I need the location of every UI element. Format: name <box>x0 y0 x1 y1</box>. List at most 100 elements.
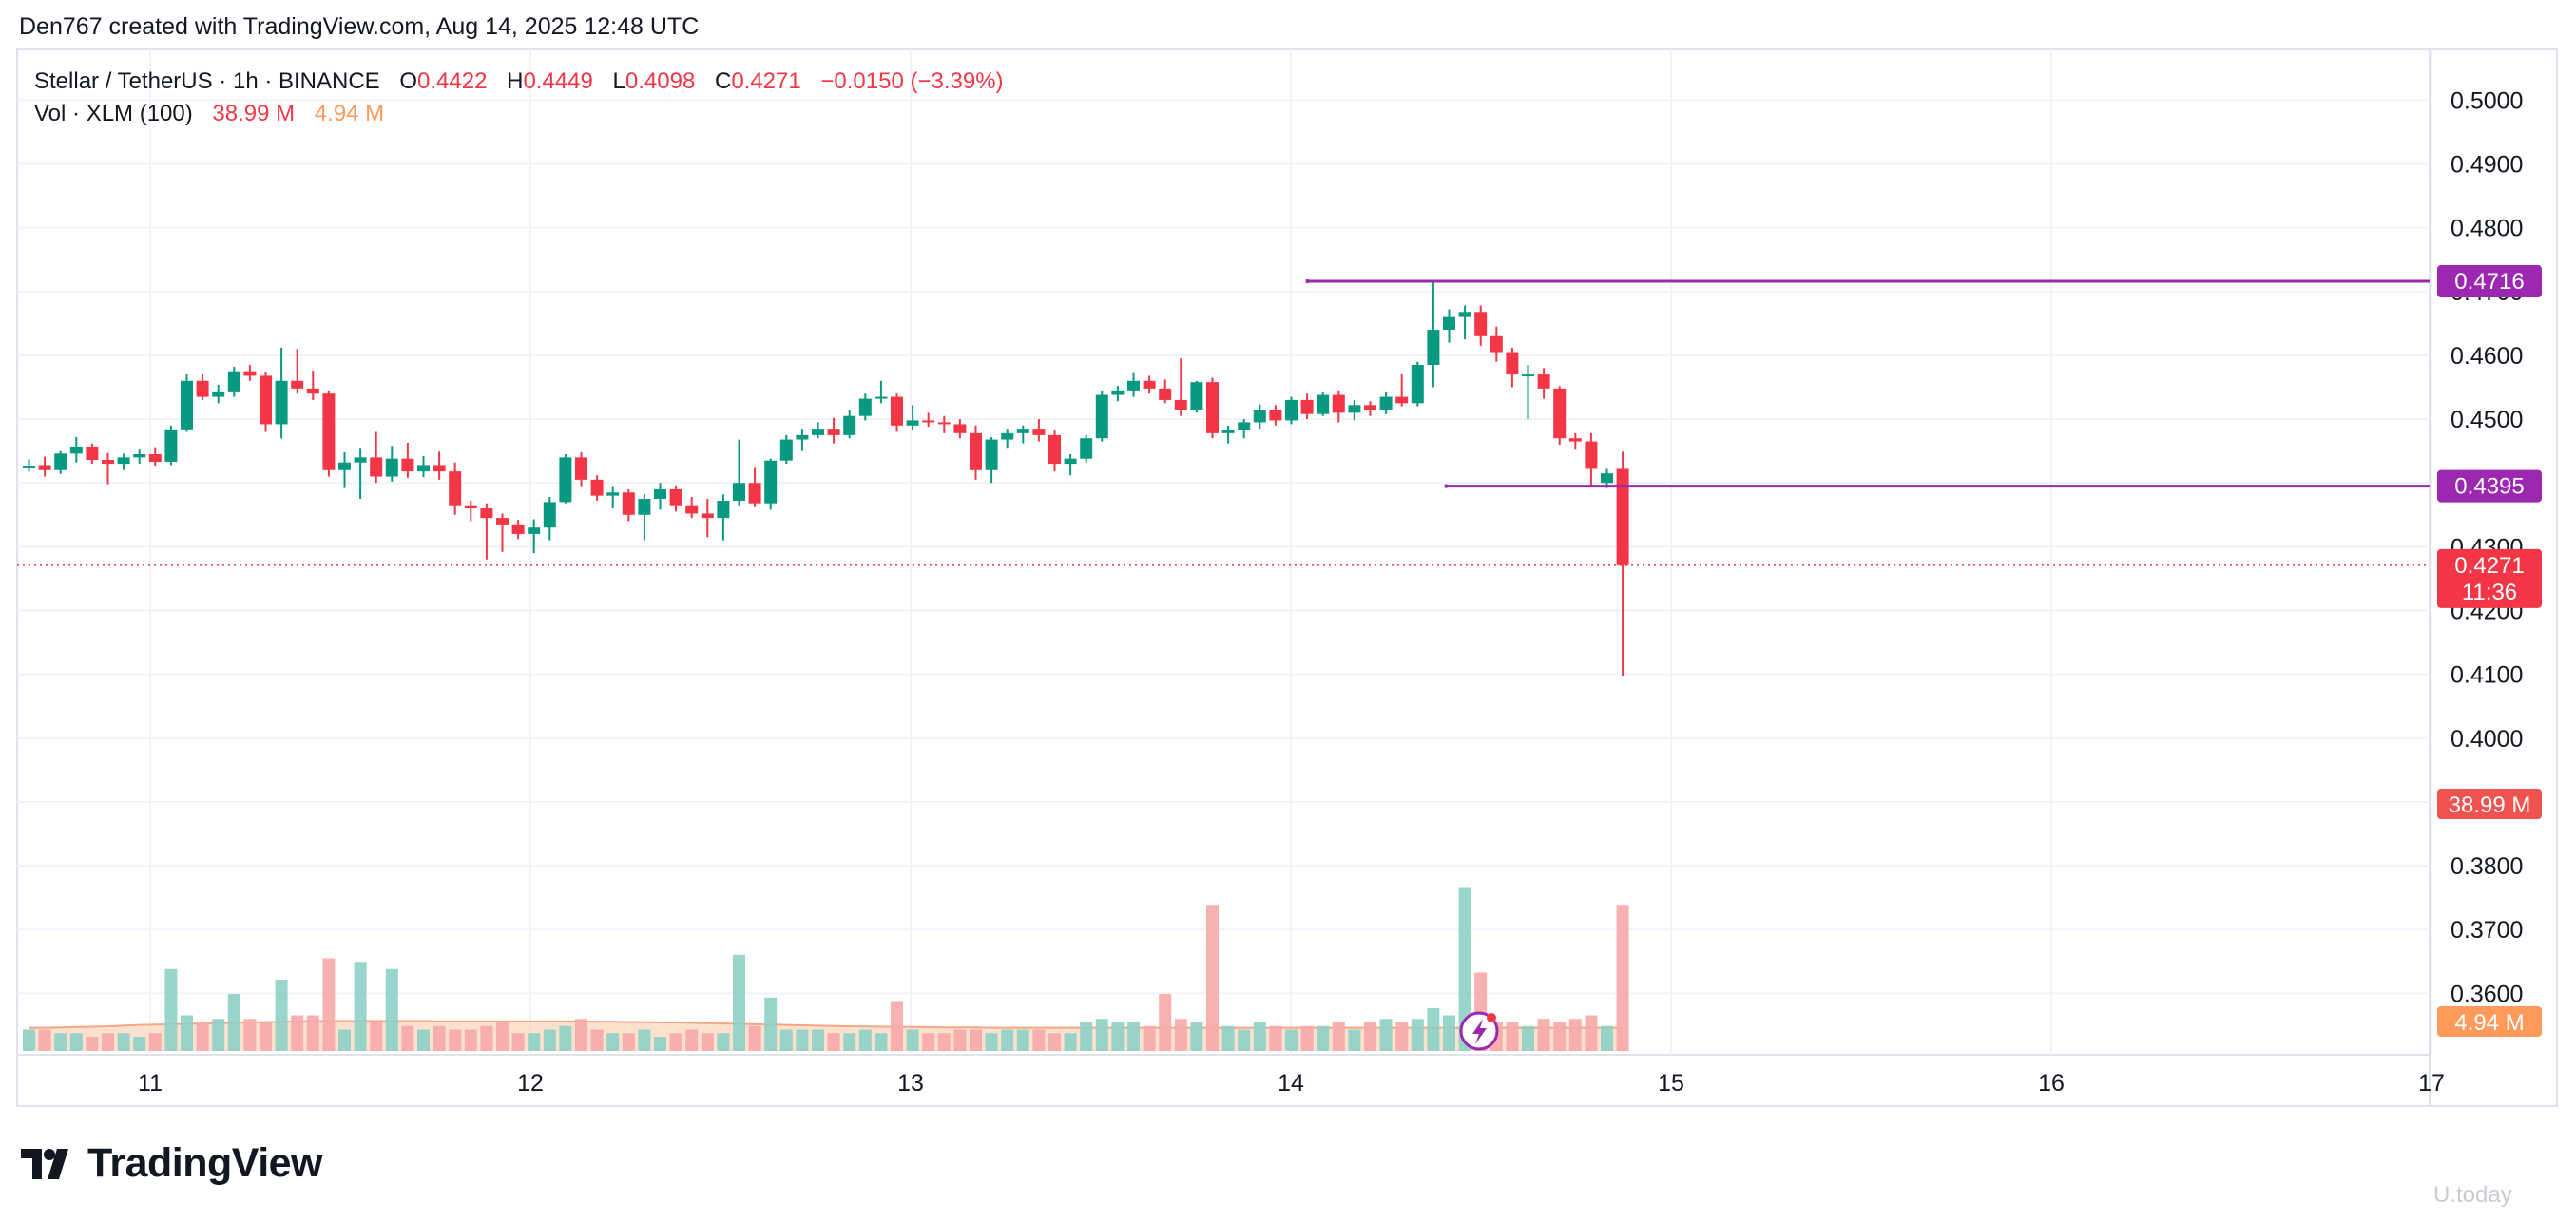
candle[interactable] <box>937 415 951 433</box>
candle[interactable] <box>1585 432 1598 487</box>
candle[interactable] <box>196 374 209 400</box>
candle[interactable] <box>970 425 982 480</box>
candle[interactable] <box>291 349 304 394</box>
candle[interactable] <box>306 371 319 400</box>
candle[interactable] <box>1001 429 1014 449</box>
candle[interactable] <box>243 365 257 381</box>
candle[interactable] <box>891 393 903 432</box>
candle[interactable] <box>638 494 651 541</box>
candle[interactable] <box>748 467 761 507</box>
candle[interactable] <box>1411 361 1424 407</box>
candle[interactable] <box>480 503 493 560</box>
candle[interactable] <box>875 380 888 404</box>
candle[interactable] <box>1568 432 1582 450</box>
candle[interactable] <box>1317 391 1330 416</box>
candle[interactable] <box>1364 401 1376 416</box>
candle[interactable] <box>906 405 919 431</box>
candle[interactable] <box>796 429 809 451</box>
candle[interactable] <box>1127 372 1140 397</box>
candle[interactable] <box>260 372 272 432</box>
candle[interactable] <box>1379 391 1393 414</box>
candle[interactable] <box>417 456 430 478</box>
candle[interactable] <box>701 499 714 538</box>
candle[interactable] <box>543 496 556 541</box>
candle[interactable] <box>1443 309 1455 343</box>
candle[interactable] <box>669 485 682 512</box>
candle[interactable] <box>1300 393 1314 420</box>
candle[interactable] <box>812 422 824 439</box>
candle[interactable] <box>117 453 130 470</box>
candle[interactable] <box>54 450 67 474</box>
candle[interactable] <box>1095 390 1108 442</box>
candle[interactable] <box>464 501 477 522</box>
candle[interactable] <box>69 436 83 463</box>
candle[interactable] <box>1048 430 1061 472</box>
candle[interactable] <box>148 447 162 467</box>
candle[interactable] <box>449 462 462 515</box>
candle[interactable] <box>511 520 525 540</box>
candle[interactable] <box>496 513 509 552</box>
candle[interactable] <box>1111 386 1125 402</box>
candle[interactable] <box>102 452 114 485</box>
candle[interactable] <box>322 390 336 477</box>
candle[interactable] <box>1427 281 1440 388</box>
candle[interactable] <box>133 449 146 465</box>
candle[interactable] <box>433 451 446 480</box>
candle[interactable] <box>1174 358 1187 416</box>
candle[interactable] <box>338 451 351 488</box>
candle[interactable] <box>1553 386 1567 445</box>
candle[interactable] <box>779 434 793 465</box>
candle[interactable] <box>590 475 604 502</box>
candle[interactable] <box>1032 419 1046 442</box>
candle[interactable] <box>922 412 935 428</box>
candle[interactable] <box>1269 405 1282 426</box>
candle[interactable] <box>1221 425 1235 444</box>
candle[interactable] <box>985 436 998 484</box>
horizontal-lines[interactable] <box>17 279 2430 566</box>
candle[interactable] <box>23 459 35 472</box>
candle[interactable] <box>1285 396 1298 425</box>
time-axis[interactable]: 11 12 13 14 15 16 17 <box>138 1070 2445 1097</box>
candle[interactable] <box>212 384 225 404</box>
candle[interactable] <box>1506 347 1519 388</box>
candle[interactable] <box>1537 368 1550 399</box>
candle[interactable] <box>354 448 367 499</box>
candle[interactable] <box>733 439 745 506</box>
candle[interactable] <box>622 488 635 522</box>
candle[interactable] <box>1064 454 1077 476</box>
candle[interactable] <box>1348 399 1361 421</box>
candle[interactable] <box>827 417 840 444</box>
candle[interactable] <box>843 410 856 439</box>
candle[interactable] <box>575 451 587 487</box>
candle[interactable] <box>86 443 99 465</box>
candle[interactable] <box>685 496 699 519</box>
candle[interactable] <box>953 419 967 439</box>
candle[interactable] <box>181 374 193 432</box>
candle[interactable] <box>401 442 414 478</box>
candle[interactable] <box>275 347 288 439</box>
candle[interactable] <box>1522 365 1534 420</box>
candle[interactable] <box>1332 390 1345 423</box>
volume-alert-icon[interactable] <box>1459 1011 1499 1051</box>
candles[interactable] <box>23 281 1629 676</box>
candle[interactable] <box>654 483 666 510</box>
candle[interactable] <box>1159 379 1172 404</box>
candle[interactable] <box>370 431 383 484</box>
candle[interactable] <box>764 458 778 510</box>
candle[interactable] <box>385 446 398 482</box>
candle[interactable] <box>38 456 51 477</box>
candle[interactable] <box>1490 326 1503 362</box>
tradingview-brand[interactable]: TradingView <box>21 1140 323 1187</box>
candle[interactable] <box>1616 451 1629 676</box>
candle[interactable] <box>164 425 178 466</box>
candle[interactable] <box>227 367 240 397</box>
candle[interactable] <box>858 393 872 421</box>
candle[interactable] <box>559 454 572 504</box>
candle[interactable] <box>528 519 541 554</box>
candle[interactable] <box>1395 374 1409 407</box>
candle[interactable] <box>1016 425 1029 444</box>
candle[interactable] <box>1143 375 1156 394</box>
candle[interactable] <box>1206 377 1219 439</box>
price-axis[interactable]: 0.50000.49000.48000.47000.46000.45000.44… <box>2451 87 2523 1007</box>
